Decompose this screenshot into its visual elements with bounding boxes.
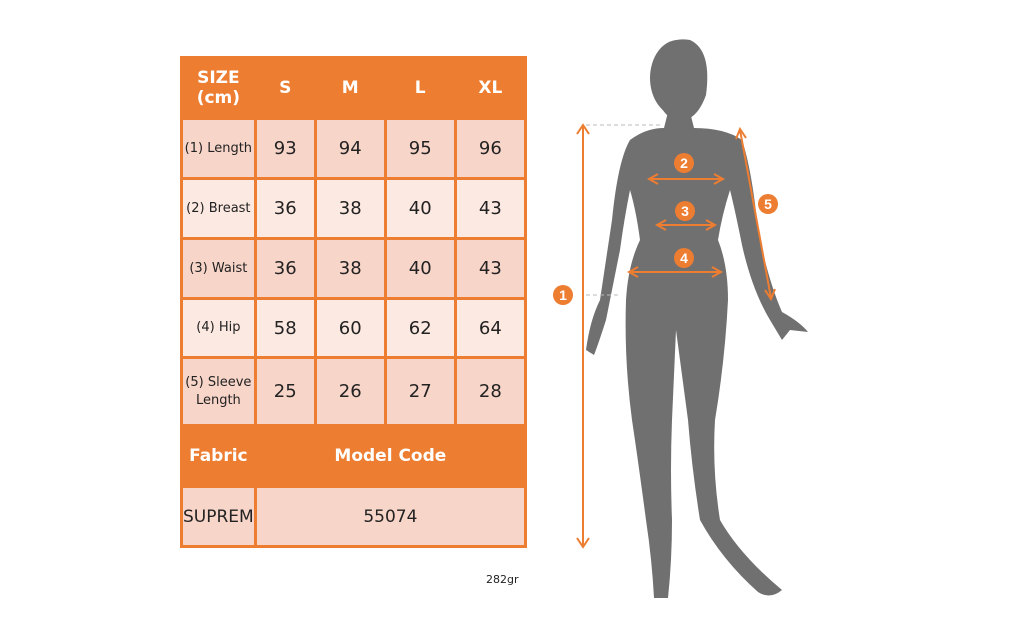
size-header: SIZE (cm) xyxy=(180,56,257,120)
table-row: (5) Sleeve Length 25 26 27 28 xyxy=(180,356,528,427)
model-code-label: Model Code xyxy=(253,424,528,488)
table-row: (4) Hip 58 60 62 64 xyxy=(180,297,528,359)
fabric-header-row: Fabric Model Code xyxy=(180,424,528,488)
measurement-value: 94 xyxy=(313,117,387,180)
table-row: (1) Length 93 94 95 96 xyxy=(180,117,528,180)
marker-1: 1 xyxy=(559,287,567,303)
measurement-value: 38 xyxy=(313,237,387,300)
size-chart-table: SIZE (cm) S M L XL (1) Length 93 94 95 96 (2)… xyxy=(180,56,528,548)
measurement-value: 40 xyxy=(383,177,457,240)
measurement-value: 62 xyxy=(383,297,457,359)
weight-label: 282gr xyxy=(486,573,519,586)
measurement-value: 27 xyxy=(383,356,457,427)
measurement-value: 58 xyxy=(253,297,317,359)
guide-lines xyxy=(586,124,660,296)
measurement-value: 25 xyxy=(253,356,317,427)
marker-2: 2 xyxy=(680,155,688,171)
measurement-value: 36 xyxy=(253,177,317,240)
measurement-value: 38 xyxy=(313,177,387,240)
measurement-value: 26 xyxy=(313,356,387,427)
measurement-arrows xyxy=(576,123,776,549)
measurement-value: 93 xyxy=(253,117,317,180)
header-row: SIZE (cm) S M L XL xyxy=(180,56,528,120)
measurement-value: 40 xyxy=(383,237,457,300)
measurement-label: (2) Breast xyxy=(180,177,257,240)
size-l-header: L xyxy=(383,56,457,120)
measurement-label: (4) Hip xyxy=(180,297,257,359)
measurement-value: 43 xyxy=(453,177,528,240)
marker-5: 5 xyxy=(764,196,772,212)
size-m-header: M xyxy=(313,56,387,120)
marker-3: 3 xyxy=(681,203,689,219)
measurement-value: 43 xyxy=(453,237,528,300)
fabric-value-row: SUPREM 55074 xyxy=(180,485,528,548)
measurement-value: 60 xyxy=(313,297,387,359)
measurement-value: 95 xyxy=(383,117,457,180)
table-row: (2) Breast 36 38 40 43 xyxy=(180,177,528,240)
measurement-value: 64 xyxy=(453,297,528,359)
measurement-label: (3) Waist xyxy=(180,237,257,300)
silhouette xyxy=(586,39,808,598)
fabric-value: SUPREM xyxy=(180,485,257,548)
measurement-value: 28 xyxy=(453,356,528,427)
measurement-markers xyxy=(553,153,778,305)
measurement-value: 36 xyxy=(253,237,317,300)
marker-4: 4 xyxy=(680,250,688,266)
measurement-value: 96 xyxy=(453,117,528,180)
model-code-value: 55074 xyxy=(253,485,528,548)
size-s-header: S xyxy=(253,56,317,120)
measurement-label: (1) Length xyxy=(180,117,257,180)
measurement-label: (5) Sleeve Length xyxy=(180,356,257,427)
table-row: (3) Waist 36 38 40 43 xyxy=(180,237,528,300)
fabric-label: Fabric xyxy=(180,424,257,488)
size-xl-header: XL xyxy=(453,56,528,120)
